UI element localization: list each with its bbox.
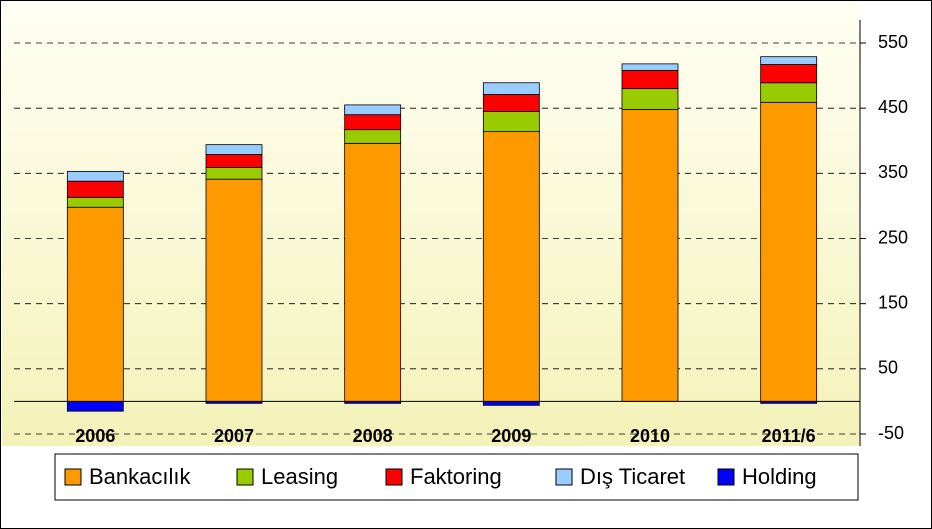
bar-segment <box>760 82 818 103</box>
x-tick-label: 2010 <box>630 426 670 446</box>
legend-label: Leasing <box>261 464 338 489</box>
bar-segment <box>66 170 124 182</box>
bar-segment <box>344 129 402 144</box>
y-tick-label: 50 <box>878 358 898 378</box>
bar-segment <box>205 154 263 168</box>
legend-label: Bankacılık <box>89 464 191 489</box>
bar-segment <box>760 64 818 84</box>
bar-segment <box>482 82 540 95</box>
y-tick-label: -50 <box>878 423 904 443</box>
y-tick-label: 250 <box>878 227 908 247</box>
legend-label: Faktoring <box>410 464 502 489</box>
bar-segment <box>205 167 263 180</box>
bar-segment <box>482 131 540 402</box>
legend-label: Dış Ticaret <box>580 464 685 489</box>
bar-segment <box>66 401 124 412</box>
bar-segment <box>760 101 818 402</box>
legend-swatch <box>717 468 735 486</box>
x-tick-label: 2011/6 <box>762 426 816 446</box>
bar-segment <box>621 88 679 110</box>
y-tick-label: 350 <box>878 162 908 182</box>
legend-swatch <box>236 468 254 486</box>
bar-segment <box>66 206 124 402</box>
y-tick-label: 450 <box>878 97 908 117</box>
bar-segment <box>205 144 263 155</box>
bar-segment <box>344 142 402 402</box>
bar-segment <box>344 104 402 116</box>
x-tick-label: 2009 <box>491 426 531 446</box>
bar-segment <box>621 69 679 90</box>
bar-segment <box>482 94 540 112</box>
y-tick-label: 150 <box>878 292 908 312</box>
legend-swatch <box>64 468 82 486</box>
x-tick-label: 2007 <box>214 426 254 446</box>
bar-segment <box>482 111 540 133</box>
legend-swatch <box>385 468 403 486</box>
y-tick-label: 550 <box>878 32 908 52</box>
bar-segment <box>621 63 679 71</box>
bar-segment <box>760 56 818 65</box>
bar-segment <box>205 178 263 402</box>
legend-label: Holding <box>742 464 817 489</box>
bar-segment <box>482 401 540 406</box>
x-tick-label: 2006 <box>75 426 115 446</box>
legend-swatch <box>555 468 573 486</box>
bar-segment <box>66 197 124 208</box>
bar-segment <box>621 109 679 402</box>
plot-area <box>2 2 860 446</box>
bar-segment <box>344 114 402 131</box>
x-tick-label: 2008 <box>353 426 393 446</box>
bar-segment <box>66 180 124 198</box>
